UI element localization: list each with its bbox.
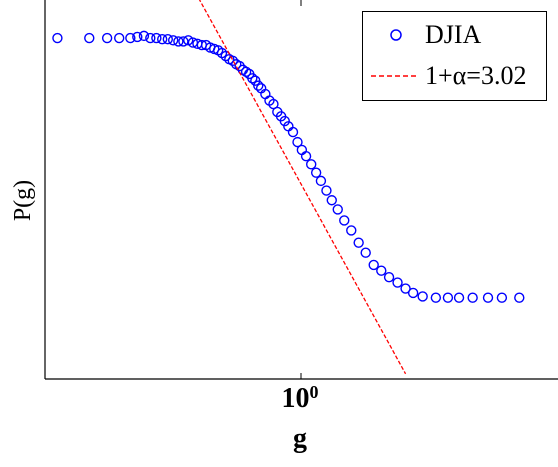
y-axis-label-wrap: P(g) [4, 160, 44, 240]
data-point [156, 33, 168, 45]
data-point [306, 159, 317, 170]
data-point [310, 167, 322, 178]
data-point [467, 292, 478, 303]
legend-label-fit: 1+α=3.02 [425, 61, 527, 90]
data-point [250, 75, 261, 86]
data-point [315, 175, 327, 187]
data-point [292, 136, 303, 148]
data-point [247, 73, 258, 84]
data-point [132, 31, 143, 43]
data-point [482, 292, 494, 303]
plot-area [44, 0, 558, 380]
data-point [52, 32, 63, 44]
series-layer [52, 0, 525, 375]
data-point [400, 283, 411, 294]
data-point [125, 32, 136, 44]
data-point [453, 292, 465, 303]
data-point [407, 287, 419, 299]
data-point [101, 32, 113, 44]
x-tick-label-base: 10 [281, 383, 310, 414]
data-point [321, 185, 332, 196]
data-point [383, 271, 395, 283]
data-point [279, 115, 290, 127]
data-point [360, 247, 371, 258]
data-point [514, 292, 525, 303]
data-point [353, 237, 364, 248]
data-point [167, 35, 179, 46]
data-point [114, 32, 125, 44]
legend-marker-dashed-line [363, 66, 425, 86]
data-point [417, 291, 428, 302]
data-point [145, 32, 156, 44]
data-point [287, 126, 299, 138]
data-point [326, 195, 337, 206]
data-point [138, 30, 150, 42]
data-point [300, 151, 312, 162]
data-point [162, 33, 174, 45]
x-axis-label: g [293, 423, 307, 454]
data-point [220, 50, 231, 62]
legend-entry-fit: 1+α=3.02 [363, 56, 548, 96]
data-point [376, 265, 387, 276]
data-point [346, 225, 357, 236]
data-point [332, 204, 343, 215]
x-tick-label-exponent: 0 [309, 382, 319, 402]
data-point [442, 292, 454, 303]
data-point [296, 144, 308, 156]
legend-label-djia: DJIA [425, 20, 482, 49]
data-point [496, 292, 508, 303]
data-point [151, 32, 162, 44]
legend-entry-djia: DJIA [363, 15, 548, 55]
legend: DJIA 1+α=3.02 [362, 11, 547, 101]
data-point [339, 215, 350, 226]
data-point [392, 277, 403, 288]
x-tick-label: 100 [268, 382, 332, 414]
legend-marker-circle [363, 25, 425, 45]
fit-line [198, 0, 407, 375]
data-point [253, 80, 264, 91]
y-axis-label: P(g) [10, 179, 37, 221]
data-point [430, 292, 442, 303]
data-point [173, 36, 184, 47]
data-point [240, 66, 252, 78]
data-point [227, 55, 239, 67]
data-point [84, 32, 95, 44]
data-point [368, 259, 379, 271]
